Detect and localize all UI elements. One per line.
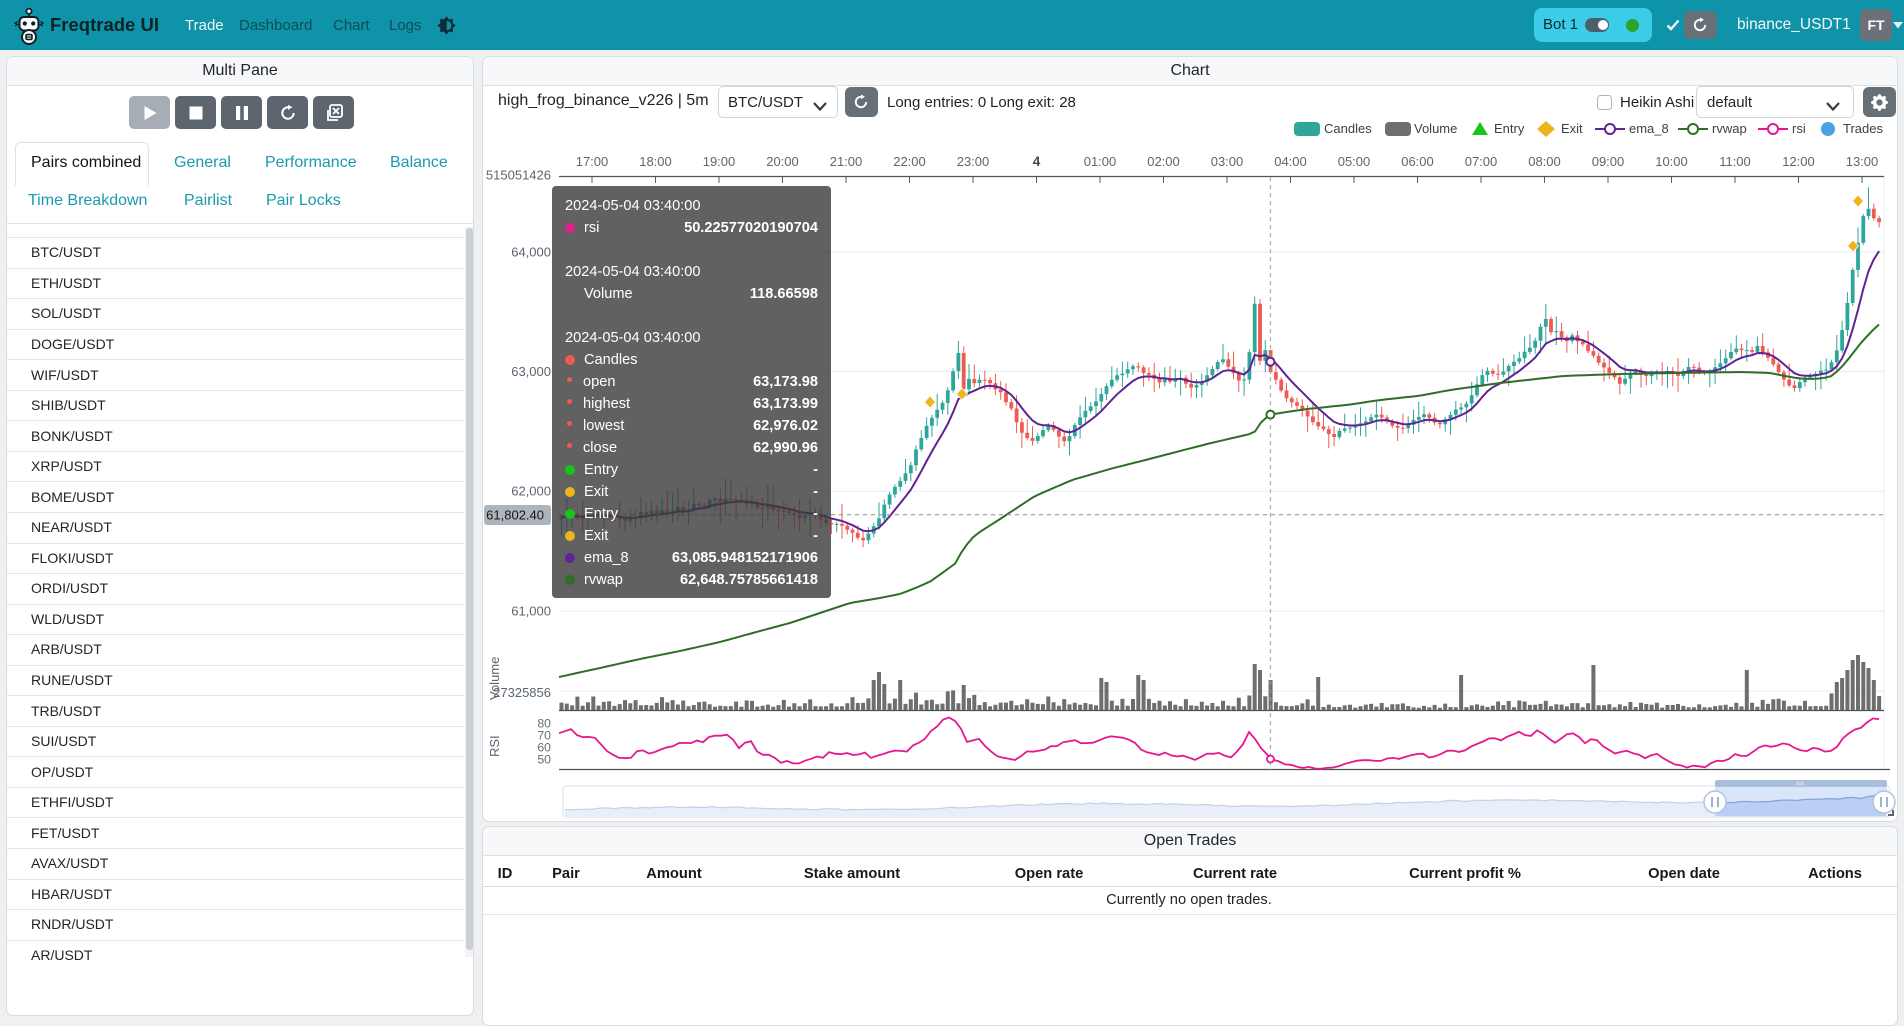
svg-text:70: 70 [537, 729, 551, 743]
svg-text:01:00: 01:00 [1084, 154, 1117, 169]
svg-text:Entry: Entry [1494, 121, 1525, 136]
svg-text:61,000: 61,000 [511, 604, 551, 619]
svg-text:13:00: 13:00 [1846, 154, 1879, 169]
svg-text:08:00: 08:00 [1528, 154, 1561, 169]
svg-text:10:00: 10:00 [1655, 154, 1688, 169]
svg-text:Exit: Exit [1561, 121, 1583, 136]
svg-text:06:00: 06:00 [1401, 154, 1434, 169]
svg-text:22:00: 22:00 [893, 154, 926, 169]
svg-text:64,000: 64,000 [511, 245, 551, 260]
svg-text:19:00: 19:00 [703, 154, 736, 169]
svg-text:21:00: 21:00 [830, 154, 863, 169]
svg-text:20:00: 20:00 [766, 154, 799, 169]
svg-text:18:00: 18:00 [639, 154, 672, 169]
svg-text:23:00: 23:00 [957, 154, 990, 169]
svg-text:Trades: Trades [1843, 121, 1883, 136]
svg-text:ema_8: ema_8 [1629, 121, 1669, 136]
svg-text:515051426: 515051426 [486, 168, 551, 183]
svg-text:Candles: Candles [1324, 121, 1372, 136]
svg-text:61,802.40: 61,802.40 [486, 508, 544, 523]
svg-text:07:00: 07:00 [1465, 154, 1498, 169]
svg-text:62,000: 62,000 [511, 484, 551, 499]
svg-text:RSI: RSI [487, 735, 502, 757]
svg-text:rvwap: rvwap [1712, 121, 1747, 136]
svg-text:17:00: 17:00 [576, 154, 609, 169]
svg-text:4: 4 [1033, 154, 1041, 169]
svg-text:Volume: Volume [1414, 121, 1457, 136]
svg-text:12:00: 12:00 [1782, 154, 1815, 169]
svg-text:60: 60 [537, 740, 551, 754]
svg-text:02:00: 02:00 [1147, 154, 1180, 169]
svg-text:11:00: 11:00 [1719, 154, 1751, 169]
svg-text:09:00: 09:00 [1592, 154, 1625, 169]
svg-text:05:00: 05:00 [1338, 154, 1371, 169]
svg-text:50: 50 [537, 752, 551, 766]
svg-text:04:00: 04:00 [1274, 154, 1307, 169]
svg-text:Volume: Volume [487, 657, 502, 700]
svg-text:rsi: rsi [1792, 121, 1806, 136]
svg-text:27325856: 27325856 [493, 685, 551, 700]
svg-text:63,000: 63,000 [511, 364, 551, 379]
svg-text:80: 80 [537, 716, 551, 730]
svg-text:03:00: 03:00 [1211, 154, 1244, 169]
